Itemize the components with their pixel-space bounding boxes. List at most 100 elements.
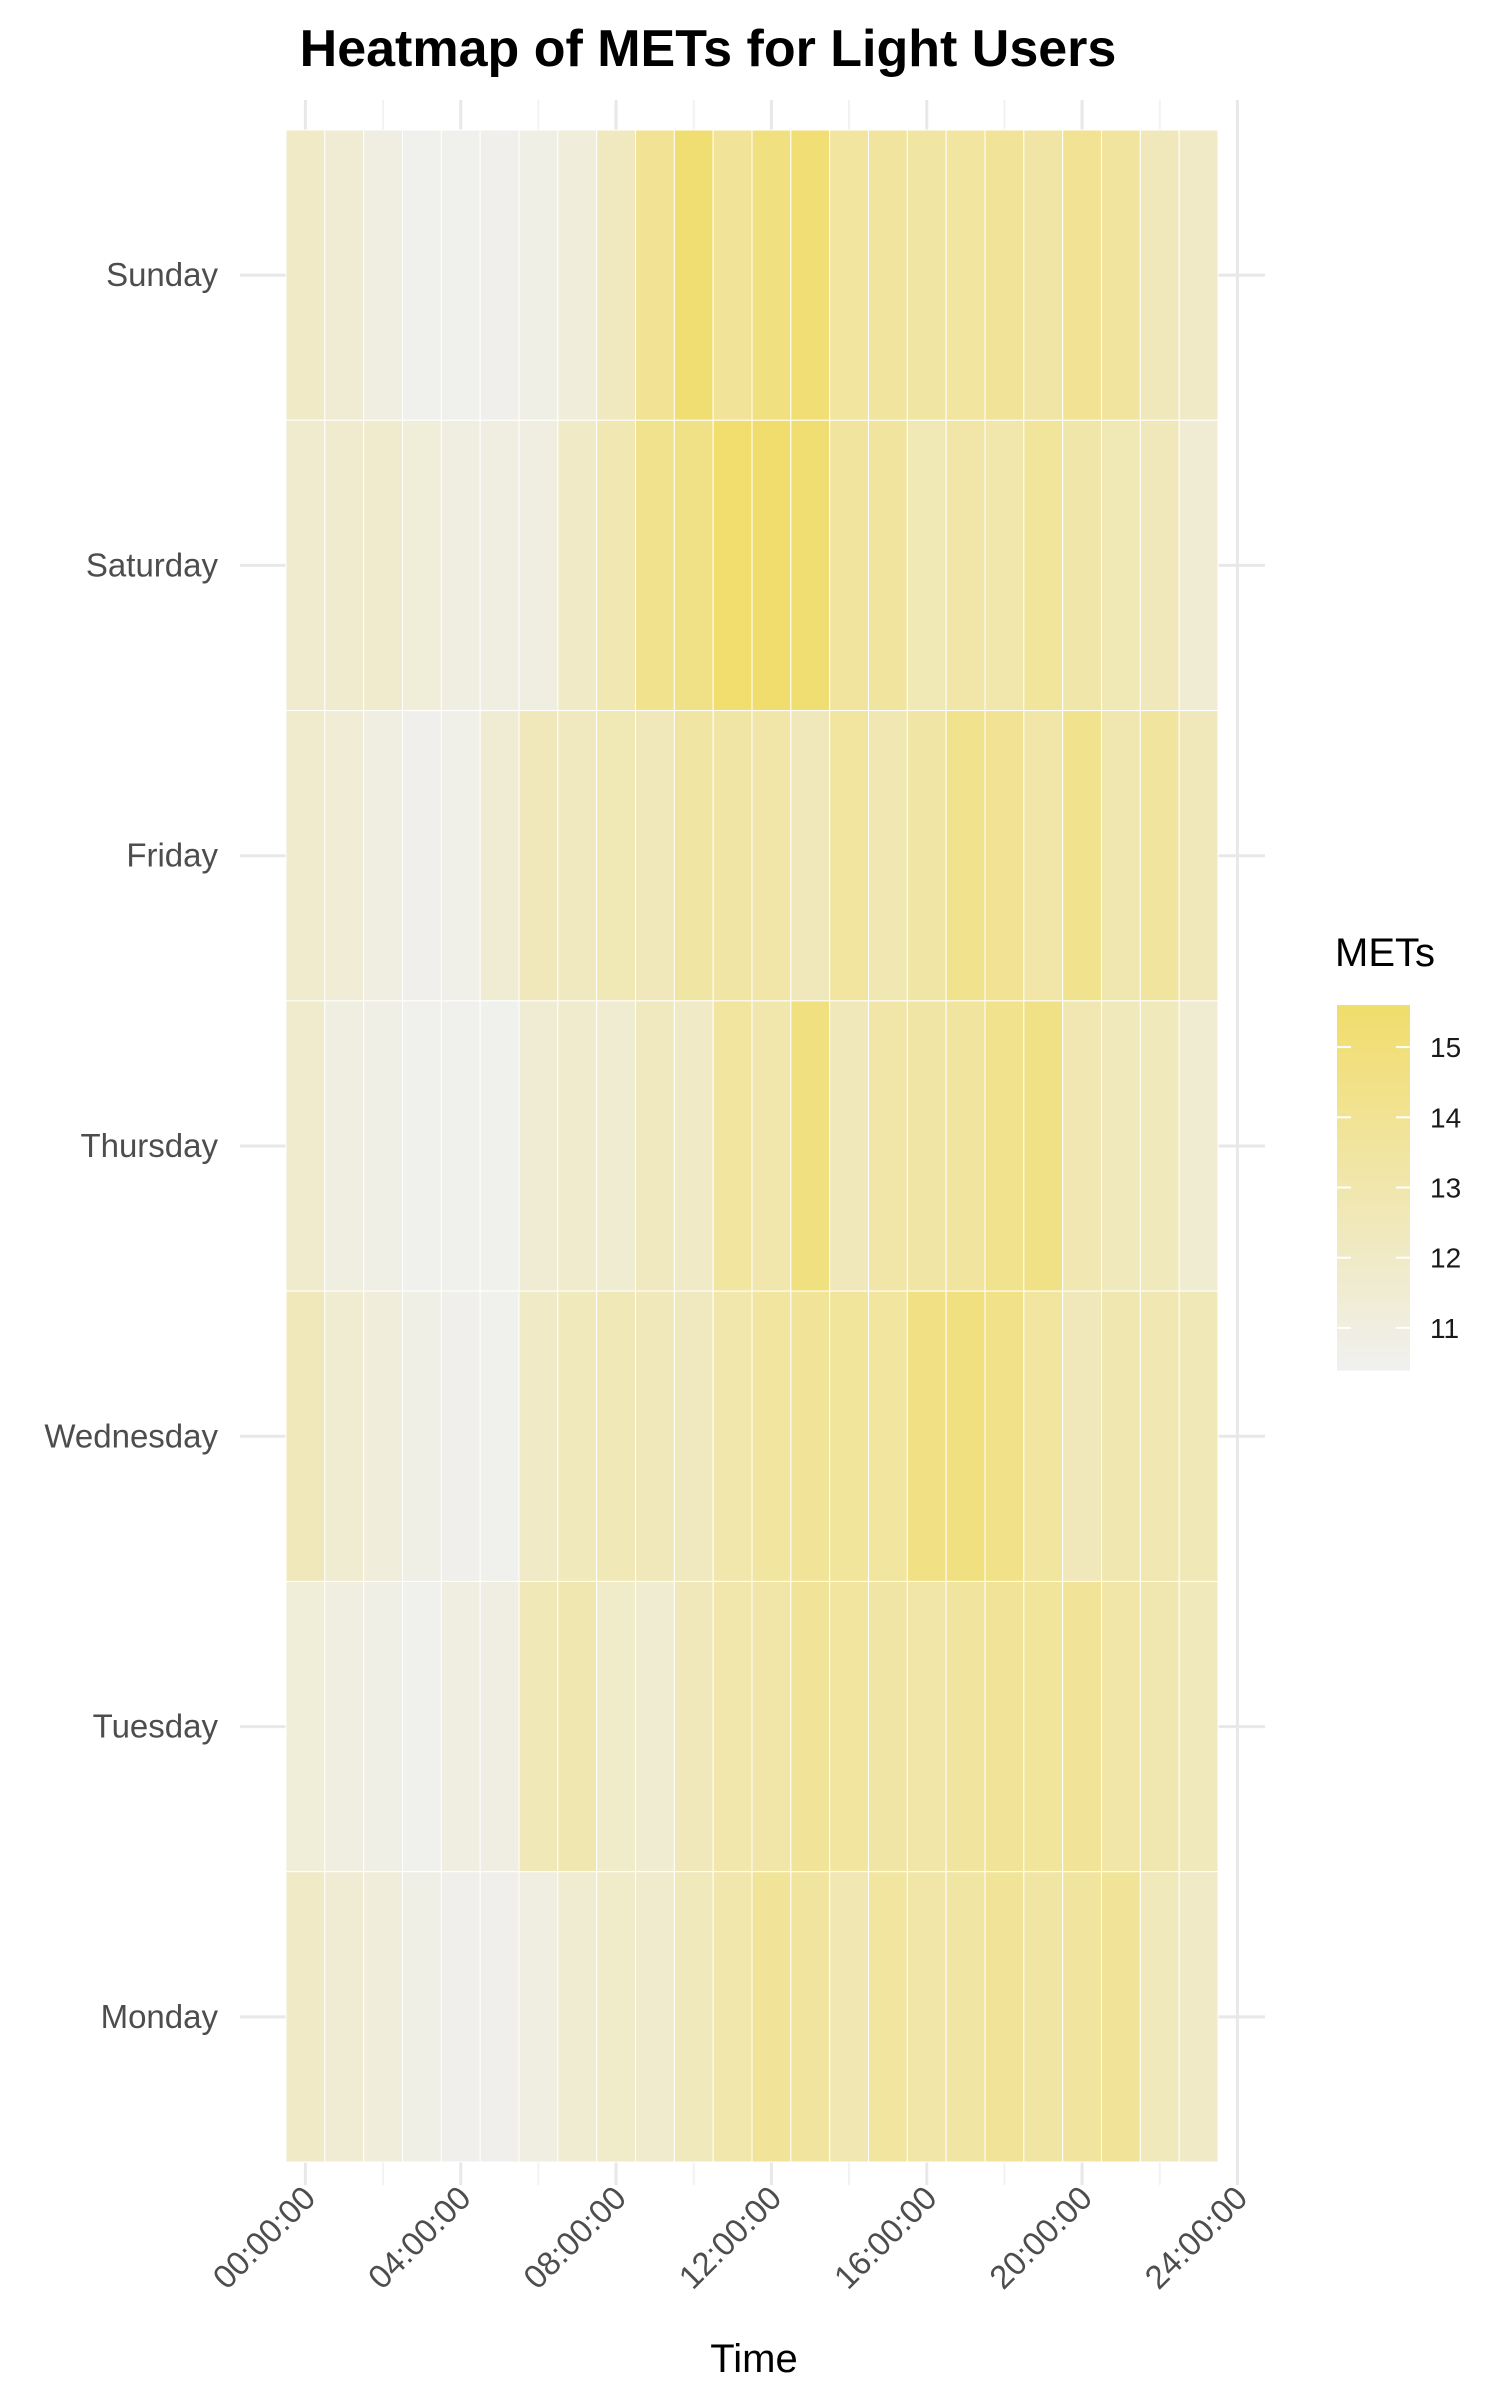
heatmap-tile xyxy=(1139,710,1180,1002)
x-axis-title: Time xyxy=(710,2337,797,2381)
legend-color-step xyxy=(1337,1230,1410,1237)
heatmap-tile xyxy=(518,1871,559,2163)
heatmap-tile xyxy=(518,710,559,1002)
heatmap-tile xyxy=(635,1000,675,1292)
heatmap-tile xyxy=(285,1000,326,1292)
x-axis-labels: 00:00:00 04:00:00 08:00:00 12:00:00 16:00:00… xyxy=(205,2179,1254,2296)
legend-color-step xyxy=(1337,1017,1410,1024)
heatmap-tile xyxy=(518,129,559,421)
heatmap-tile xyxy=(945,1871,986,2163)
heatmap-tile xyxy=(1062,1290,1102,1582)
legend-color-step xyxy=(1337,1363,1410,1371)
heatmap-tile xyxy=(440,419,481,712)
legend-tick-label: 15 xyxy=(1430,1032,1461,1063)
heatmap-tile xyxy=(945,419,986,712)
legend-color-step xyxy=(1337,1248,1410,1256)
legend-color-step xyxy=(1337,1144,1410,1152)
heatmap-tile xyxy=(790,710,831,1002)
heatmap-tile xyxy=(751,1290,792,1582)
legend-color-step xyxy=(1337,1138,1410,1146)
heatmap-tile xyxy=(440,129,481,421)
heatmap-tile xyxy=(829,1290,870,1582)
heatmap-tile xyxy=(285,710,326,1002)
heatmap-tile xyxy=(1023,129,1064,421)
legend-color-step xyxy=(1337,1345,1410,1353)
heatmap-tile xyxy=(1139,419,1180,712)
legend-color-step xyxy=(1337,1327,1410,1335)
heatmap-tile xyxy=(402,1290,442,1582)
heatmap-tile xyxy=(829,710,870,1002)
x-axis-label: 20:00:00 xyxy=(982,2179,1099,2296)
heatmap-tile xyxy=(635,129,675,421)
heatmap-tile xyxy=(557,419,598,712)
y-axis-label: Wednesday xyxy=(44,1417,218,1454)
heatmap-tile xyxy=(1023,1000,1064,1292)
heatmap-tile xyxy=(906,1580,947,1873)
x-axis-label: 04:00:00 xyxy=(361,2179,478,2296)
legend-colorbar xyxy=(1337,1005,1410,1371)
legend-color-step xyxy=(1337,1114,1410,1122)
heatmap-tile xyxy=(906,1000,947,1292)
heatmap-tile xyxy=(440,1000,481,1292)
heatmap-tile xyxy=(829,1580,870,1873)
heatmap-tile xyxy=(596,419,637,712)
legend-color-step xyxy=(1337,1217,1410,1225)
legend-color-step xyxy=(1337,1357,1410,1365)
legend-color-step xyxy=(1337,1053,1410,1061)
heatmap-tiles xyxy=(285,129,1219,2163)
heatmap-tile xyxy=(363,710,403,1002)
legend-color-step xyxy=(1337,1078,1410,1085)
legend-color-step xyxy=(1337,1211,1410,1219)
y-axis-label: Monday xyxy=(101,1998,219,2035)
heatmap-tile xyxy=(1101,419,1141,712)
heatmap-tile xyxy=(363,1871,403,2163)
heatmap-tile xyxy=(868,129,908,421)
heatmap-tile xyxy=(673,1290,714,1582)
x-axis-label: 00:00:00 xyxy=(205,2179,322,2296)
heatmap-tile xyxy=(984,1000,1025,1292)
legend-color-step xyxy=(1337,1266,1410,1274)
legend-ticks: 15 14 13 12 11 xyxy=(1337,1032,1461,1344)
heatmap-tile xyxy=(1139,1000,1180,1292)
heatmap-tile xyxy=(285,1290,326,1582)
heatmap-tile xyxy=(906,1290,947,1582)
heatmap-tile xyxy=(868,1871,908,2163)
heatmap-tile xyxy=(1139,1871,1180,2163)
heatmap-tile xyxy=(1023,419,1064,712)
heatmap-tile xyxy=(829,129,870,421)
legend-color-step xyxy=(1337,1029,1410,1037)
heatmap-tile xyxy=(790,1290,831,1582)
legend-color-step xyxy=(1337,1297,1410,1304)
heatmap-tile xyxy=(402,1000,442,1292)
x-axis-label: 08:00:00 xyxy=(516,2179,633,2296)
heatmap-tile xyxy=(1062,1000,1102,1292)
heatmap-tile xyxy=(557,1000,598,1292)
heatmap-tile xyxy=(1178,419,1219,712)
heatmap-tile xyxy=(712,129,753,421)
legend-color-step xyxy=(1337,1333,1410,1341)
heatmap-tile xyxy=(945,710,986,1002)
legend-color-step xyxy=(1337,1041,1410,1049)
heatmap-tile xyxy=(557,1290,598,1582)
heatmap-tile xyxy=(751,419,792,712)
legend-color-step xyxy=(1337,1157,1410,1164)
heatmap-tile xyxy=(751,1000,792,1292)
heatmap-tile xyxy=(984,129,1025,421)
legend-color-step xyxy=(1337,1047,1410,1055)
heatmap-tile xyxy=(790,1580,831,1873)
heatmap-tile xyxy=(1101,1290,1141,1582)
heatmap-tile xyxy=(518,1580,559,1873)
legend-color-step xyxy=(1337,1205,1410,1213)
heatmap-tile xyxy=(1101,1580,1141,1873)
legend-color-step xyxy=(1337,1254,1410,1262)
y-axis-label: Sunday xyxy=(106,256,218,293)
heatmap-tile xyxy=(906,1871,947,2163)
heatmap-tile xyxy=(479,129,520,421)
heatmap-tile xyxy=(1062,419,1102,712)
heatmap-tile xyxy=(1101,1871,1141,2163)
heatmap-tile xyxy=(673,710,714,1002)
y-axis-label: Friday xyxy=(126,837,218,874)
legend-color-step xyxy=(1337,1120,1410,1128)
heatmap-tile xyxy=(1101,710,1141,1002)
